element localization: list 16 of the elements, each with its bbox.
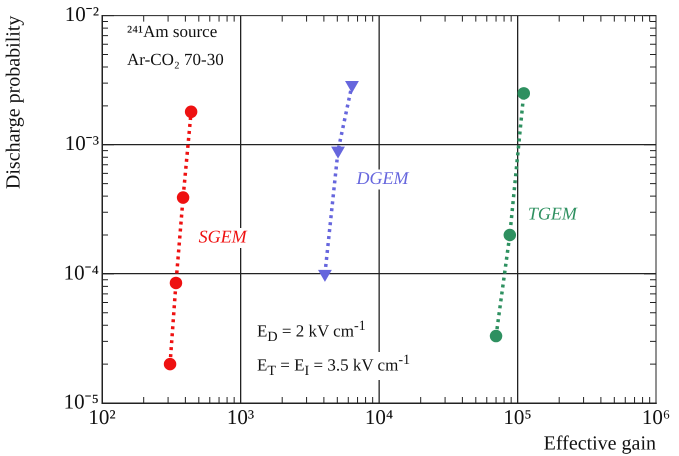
x-tick-label: 10⁶ xyxy=(642,405,670,430)
y-tick-label: 10⁻⁴ xyxy=(64,260,99,284)
annotation: E$_{D}$ = 2 kV cm$^{-1}$ xyxy=(255,318,368,346)
annotation: ²⁴¹Am source xyxy=(125,22,220,42)
x-tick-label: 10³ xyxy=(226,405,254,430)
y-tick-label: 10⁻² xyxy=(64,2,99,26)
series-label: DGEM xyxy=(355,168,410,188)
y-tick-label: 10⁻³ xyxy=(64,131,99,156)
x-tick-label: 10⁵ xyxy=(503,405,532,430)
x-axis-title: Effective gain xyxy=(544,432,656,454)
y-axis-title: Discharge probability xyxy=(2,16,24,190)
annotation: Ar-CO₂ 70-30 xyxy=(125,50,226,70)
x-tick-label: 10⁴ xyxy=(364,405,394,430)
series-label: SGEM xyxy=(198,226,248,247)
series-label: TGEM xyxy=(528,203,578,224)
annotation: E$_{T}$ = E$_{I}$ = 3.5 kV cm$^{-1}$ xyxy=(255,352,412,380)
